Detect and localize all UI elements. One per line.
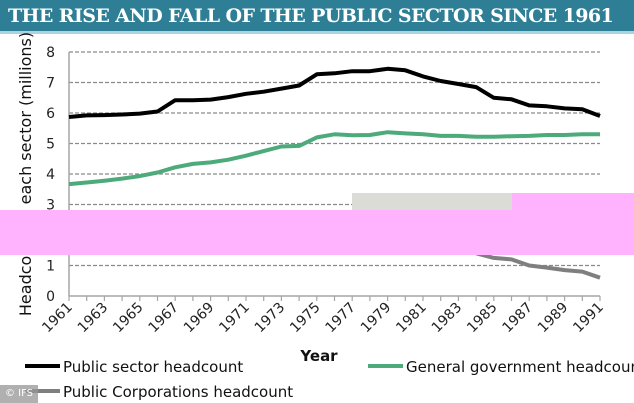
image-artifact: [352, 193, 517, 210]
series-line-3: [475, 251, 601, 280]
image-artifact-band: [0, 210, 634, 255]
legend-label-1: Public sector headcount: [63, 358, 243, 376]
x-tick-label: 1977: [323, 300, 360, 337]
y-tick-label: 6: [46, 106, 55, 122]
x-tick-label: 1969: [181, 300, 218, 337]
legend-label-3: Public Corporations headcount: [63, 383, 293, 401]
chart-title: THE RISE AND FALL OF THE PUBLIC SECTOR S…: [8, 5, 614, 27]
x-tick-label: 1979: [358, 300, 395, 337]
x-tick-label: 1967: [146, 300, 183, 337]
x-tick-label: 1971: [216, 300, 253, 337]
y-tick-label: 1: [46, 259, 55, 275]
y-axis-label: Headcount in each sector (millions): [16, 32, 35, 316]
x-tick-label: 1961: [39, 300, 76, 337]
x-tick-label: 1989: [535, 300, 572, 337]
credit-watermark: © IFS: [0, 385, 38, 403]
title-bar: THE RISE AND FALL OF THE PUBLIC SECTOR S…: [0, 0, 634, 34]
x-tick-label: 1985: [464, 300, 501, 337]
x-axis-label: Year: [299, 347, 338, 365]
series-line-1: [68, 66, 601, 119]
x-tick-label: 1965: [110, 300, 147, 337]
x-tick-label: 1987: [500, 300, 537, 337]
y-tick-label: 7: [46, 76, 55, 92]
y-tick-label: 8: [46, 45, 55, 61]
legend-label-2: General government headcount: [406, 358, 634, 376]
y-tick-label: 5: [46, 137, 55, 153]
y-tick-label: 3: [46, 198, 55, 214]
x-tick-label: 1973: [252, 300, 289, 337]
x-tick-label: 1991: [570, 300, 607, 337]
y-tick-label: 4: [46, 167, 55, 183]
series-line-2: [68, 130, 600, 187]
image-artifact: [512, 193, 634, 210]
x-tick-label: 1981: [393, 300, 430, 337]
x-tick-label: 1963: [75, 300, 112, 337]
x-tick-label: 1983: [429, 300, 466, 337]
y-tick-label: 0: [46, 289, 55, 305]
x-tick-label: 1975: [287, 300, 324, 337]
